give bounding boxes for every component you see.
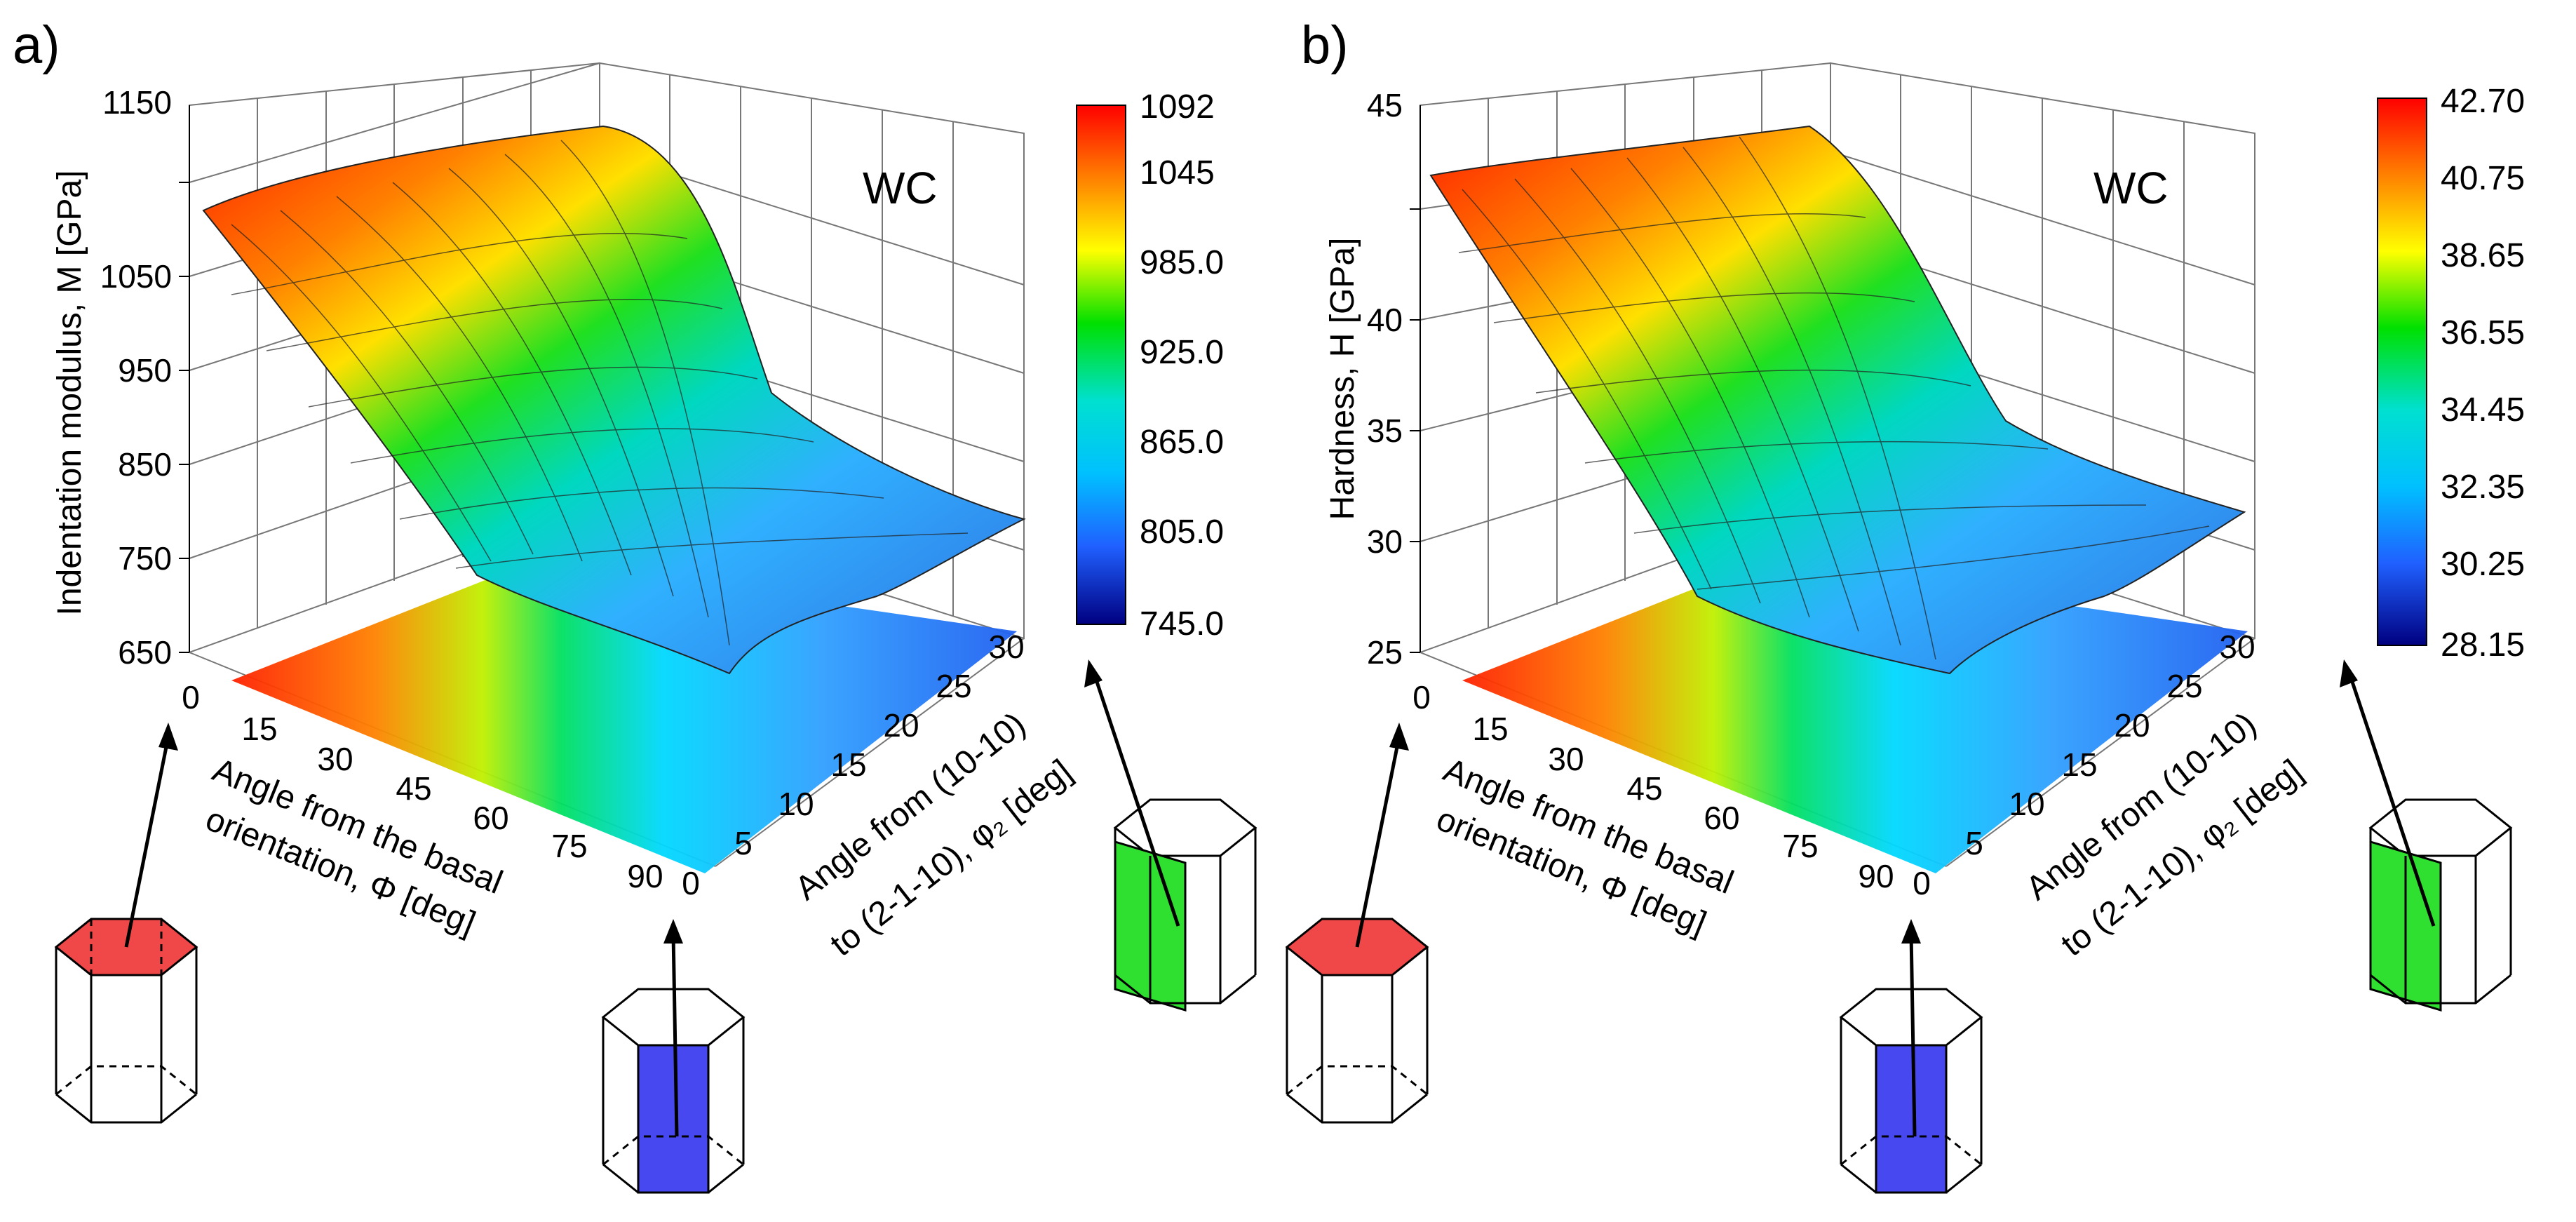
- panel-b-y-tick: 15: [2061, 746, 2097, 783]
- panel-a: a): [13, 15, 1257, 1194]
- panel-b-x-tick: 90: [1858, 858, 1894, 894]
- panel-a-crystal-prism-2-1-10: [1113, 798, 1257, 1012]
- panel-b-material: WC: [2093, 163, 2169, 213]
- panel-b-z-ticks: [1410, 105, 1421, 653]
- panel-b-z-label: Hardness, H [GPa]: [1324, 238, 1361, 521]
- panel-a-y-tick: 15: [830, 746, 866, 783]
- panel-a-x-tick: 15: [241, 711, 277, 747]
- panel-a-colorbar: [1076, 105, 1126, 625]
- panel-a-label: a): [13, 15, 60, 75]
- panel-b-floor-map: [1462, 561, 2248, 873]
- panel-b-colorbar-tick: 34.45: [2441, 391, 2525, 429]
- panel-a-y-tick: 5: [734, 825, 753, 861]
- panel-b-y-tick: 30: [2219, 629, 2255, 665]
- panel-b-arrowhead: [2340, 659, 2358, 687]
- panel-a-crystal-basal: [54, 918, 198, 1124]
- panel-b-z-tick: 25: [1367, 634, 1403, 671]
- panel-b-x-tick: 45: [1626, 770, 1662, 807]
- panel-a-arrowhead: [159, 723, 178, 751]
- panel-a-y-tick: 30: [988, 629, 1024, 665]
- panel-a-z-tick: 850: [118, 446, 172, 483]
- panel-b-arrow: [1909, 932, 1917, 1137]
- panel-b-z-tick: 35: [1367, 412, 1403, 449]
- panel-b-y-tick: 5: [1965, 825, 1983, 861]
- panel-b-x-tick: 60: [1704, 800, 1739, 836]
- panel-b-z-tick: 45: [1367, 87, 1403, 123]
- panel-a-z-tick: 1150: [102, 84, 172, 121]
- panel-a-z-ticks: [179, 105, 190, 653]
- panel-b-crystal-prism-2-1-10: [2368, 798, 2513, 1012]
- panel-a-colorbar-tick: 865.0: [1140, 424, 1224, 461]
- panel-a-z-tick: 950: [118, 352, 172, 389]
- panel-a-y-tick: 20: [883, 707, 919, 744]
- panel-b-colorbar-tick: 36.55: [2441, 314, 2525, 351]
- panel-a-arrow: [671, 932, 679, 1137]
- panel-a-material: WC: [863, 163, 938, 213]
- panel-a-z-tick: 1050: [100, 258, 172, 295]
- panel-a-y-tick: 0: [682, 865, 700, 901]
- panel-a-surface: [202, 125, 1026, 675]
- panel-b-colorbar-tick: 28.15: [2441, 626, 2525, 664]
- panel-a-colorbar-tick: 1045: [1140, 154, 1215, 192]
- panel-a-x-tick: 30: [317, 741, 353, 777]
- panel-a-x-tick: 0: [182, 679, 200, 716]
- panel-b-colorbar-tick: 32.35: [2441, 469, 2525, 506]
- panel-b-arrowhead: [1389, 723, 1409, 751]
- panel-a-colorbar-tick: 805.0: [1140, 513, 1224, 551]
- panel-a-x-tick: 60: [473, 800, 508, 836]
- panel-a-colorbar-tick: 745.0: [1140, 605, 1224, 643]
- panel-a-x-tick: 90: [627, 858, 663, 894]
- panel-b-colorbar-tick: 42.70: [2441, 83, 2525, 120]
- panel-a-z-tick: 650: [118, 634, 172, 671]
- panel-b-colorbar-tick: 30.25: [2441, 546, 2525, 583]
- panel-a-colorbar-tick: 985.0: [1140, 244, 1224, 281]
- panel-b-z-tick: 30: [1367, 523, 1403, 560]
- panel-b-y-tick: 0: [1913, 865, 1931, 901]
- panel-b-colorbar: [2377, 98, 2427, 646]
- panel-b-surface: [1429, 125, 2246, 675]
- panel-a-arrow: [1092, 673, 1180, 927]
- panel-b-colorbar-tick: 40.75: [2441, 160, 2525, 197]
- panel-b-y-tick: 20: [2114, 707, 2150, 744]
- panel-a-x-tick: 75: [551, 828, 587, 864]
- panel-a-colorbar-tick: 925.0: [1140, 334, 1224, 371]
- panel-a-z-label: Indentation modulus, M [GPa]: [51, 170, 88, 615]
- panel-a-colorbar-tick: 1092: [1140, 88, 1215, 126]
- panel-b-arrow: [2347, 673, 2436, 927]
- panel-a-arrowhead: [663, 919, 683, 944]
- panel-a-y-tick: 10: [778, 786, 814, 822]
- panel-b-crystal-basal: [1285, 918, 1429, 1124]
- panel-b-label: b): [1301, 15, 1349, 75]
- panel-b-x-tick: 15: [1472, 711, 1508, 747]
- panel-b-z-tick: 40: [1367, 302, 1403, 338]
- panel-a-arrowhead: [1084, 659, 1102, 687]
- panel-b-x-tick: 75: [1782, 828, 1818, 864]
- panel-b-arrow: [1355, 736, 1401, 948]
- panel-a-arrow: [124, 736, 170, 948]
- panel-a-z-tick: 750: [118, 540, 172, 577]
- panel-b-colorbar-tick: 38.65: [2441, 237, 2525, 274]
- panel-a-crystal-prism-10-10: [601, 988, 746, 1194]
- panel-a-y-tick: 25: [936, 668, 971, 704]
- panel-b-arrowhead: [1901, 919, 1921, 944]
- panel-b-x-tick: 30: [1548, 741, 1584, 777]
- panel-a-floor-map: [231, 561, 1017, 873]
- panel-a-x-tick: 45: [396, 770, 431, 807]
- panel-b-y-tick: 10: [2009, 786, 2044, 822]
- panel-b-x-tick: 0: [1412, 679, 1431, 716]
- panel-b-y-tick: 25: [2166, 668, 2202, 704]
- panel-b: b): [1285, 15, 2525, 1194]
- panel-b-crystal-prism-10-10: [1839, 988, 1983, 1194]
